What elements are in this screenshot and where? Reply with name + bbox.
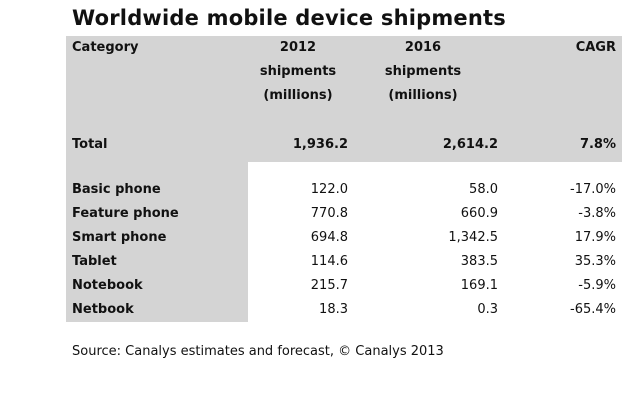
table-row: Netbook 18.3 0.3 -65.4% — [66, 298, 622, 322]
table-row: Notebook 215.7 169.1 -5.9% — [66, 274, 622, 298]
header-2016-line1: 2016 — [404, 40, 442, 55]
row-label: Basic phone — [66, 178, 248, 202]
total-2016: 2,614.2 — [348, 132, 498, 162]
spacer-cell — [348, 162, 498, 178]
row-2016: 660.9 — [460, 206, 498, 221]
table-row: Basic phone 122.0 58.0 -17.0% — [66, 178, 622, 202]
row-label: Netbook — [66, 298, 248, 322]
row-2012: 122.0 — [310, 182, 348, 197]
row-cagr: 35.3% — [574, 254, 616, 269]
row-2016: 169.1 — [460, 278, 498, 293]
row-label: Notebook — [66, 274, 248, 298]
header-2012-line1: 2012 — [279, 40, 317, 55]
table-spacer-row — [66, 162, 622, 178]
row-cagr: -3.8% — [578, 206, 616, 221]
spacer-cell — [248, 162, 348, 178]
table-row: Feature phone 770.8 660.9 -3.8% — [66, 202, 622, 226]
shipments-table: Category 2012 shipments (millions) 2016 … — [66, 36, 622, 322]
spacer-cell — [66, 162, 248, 178]
total-label: Total — [66, 132, 248, 162]
header-2012-line3: (millions) — [263, 88, 333, 103]
page-title: Worldwide mobile device shipments — [72, 6, 506, 30]
row-2012: 114.6 — [310, 254, 348, 269]
row-2012: 770.8 — [310, 206, 348, 221]
header-cagr: CAGR — [498, 36, 622, 132]
header-2012: 2012 shipments (millions) — [248, 36, 348, 132]
total-2012: 1,936.2 — [248, 132, 348, 162]
row-2012: 215.7 — [310, 278, 348, 293]
spacer-cell — [498, 162, 622, 178]
row-2016: 1,342.5 — [448, 230, 498, 245]
row-label: Smart phone — [66, 226, 248, 250]
row-2016: 0.3 — [477, 302, 498, 317]
table-row: Tablet 114.6 383.5 35.3% — [66, 250, 622, 274]
row-2012: 18.3 — [319, 302, 348, 317]
table-row-total: Total 1,936.2 2,614.2 7.8% — [66, 132, 622, 162]
header-category: Category — [66, 36, 248, 132]
row-2016: 383.5 — [460, 254, 498, 269]
row-2012: 694.8 — [310, 230, 348, 245]
row-cagr: 17.9% — [574, 230, 616, 245]
total-cagr: 7.8% — [498, 132, 622, 162]
row-2016: 58.0 — [469, 182, 498, 197]
table-row: Smart phone 694.8 1,342.5 17.9% — [66, 226, 622, 250]
row-cagr: -65.4% — [570, 302, 616, 317]
source-note: Source: Canalys estimates and forecast, … — [72, 344, 444, 359]
row-cagr: -17.0% — [570, 182, 616, 197]
row-label: Tablet — [66, 250, 248, 274]
row-cagr: -5.9% — [578, 278, 616, 293]
header-2016: 2016 shipments (millions) — [348, 36, 498, 132]
row-label: Feature phone — [66, 202, 248, 226]
header-2016-line3: (millions) — [388, 88, 458, 103]
header-2012-line2: shipments — [259, 64, 337, 79]
table-header-row: Category 2012 shipments (millions) 2016 … — [66, 36, 622, 132]
header-2016-line2: shipments — [384, 64, 462, 79]
